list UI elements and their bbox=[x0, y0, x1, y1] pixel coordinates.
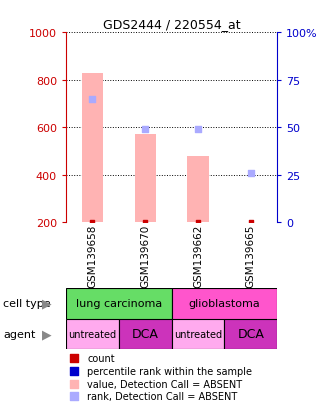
Text: ▶: ▶ bbox=[42, 328, 51, 341]
Text: rank, Detection Call = ABSENT: rank, Detection Call = ABSENT bbox=[87, 391, 237, 401]
Bar bbox=[66, 288, 172, 319]
Bar bbox=[172, 288, 277, 319]
Bar bbox=[172, 319, 224, 349]
Bar bbox=[82, 74, 103, 223]
Text: GSM139662: GSM139662 bbox=[193, 224, 203, 287]
Bar bbox=[135, 135, 156, 223]
Text: untreated: untreated bbox=[68, 329, 116, 339]
Title: GDS2444 / 220554_at: GDS2444 / 220554_at bbox=[103, 17, 241, 31]
Text: GSM139658: GSM139658 bbox=[87, 224, 97, 287]
Text: GSM139665: GSM139665 bbox=[246, 224, 256, 287]
Bar bbox=[224, 319, 277, 349]
Point bbox=[195, 126, 201, 133]
Point bbox=[90, 96, 95, 103]
Point bbox=[195, 219, 201, 226]
Point bbox=[248, 219, 253, 225]
Text: value, Detection Call = ABSENT: value, Detection Call = ABSENT bbox=[87, 379, 242, 389]
Text: DCA: DCA bbox=[237, 328, 264, 341]
Text: glioblastoma: glioblastoma bbox=[188, 298, 260, 309]
Point bbox=[72, 380, 77, 387]
Text: cell type: cell type bbox=[3, 298, 51, 309]
Bar bbox=[119, 319, 172, 349]
Bar bbox=[66, 319, 119, 349]
Text: lung carcinoma: lung carcinoma bbox=[76, 298, 162, 309]
Point bbox=[72, 368, 77, 374]
Text: DCA: DCA bbox=[132, 328, 159, 341]
Point bbox=[72, 393, 77, 399]
Text: agent: agent bbox=[3, 329, 36, 339]
Point bbox=[143, 219, 148, 226]
Point bbox=[143, 126, 148, 133]
Point bbox=[90, 219, 95, 226]
Text: ▶: ▶ bbox=[42, 297, 51, 310]
Point bbox=[72, 355, 77, 362]
Text: percentile rank within the sample: percentile rank within the sample bbox=[87, 366, 252, 376]
Point bbox=[248, 170, 253, 177]
Text: GSM139670: GSM139670 bbox=[140, 224, 150, 287]
Text: untreated: untreated bbox=[174, 329, 222, 339]
Bar bbox=[187, 157, 209, 223]
Text: count: count bbox=[87, 354, 115, 363]
